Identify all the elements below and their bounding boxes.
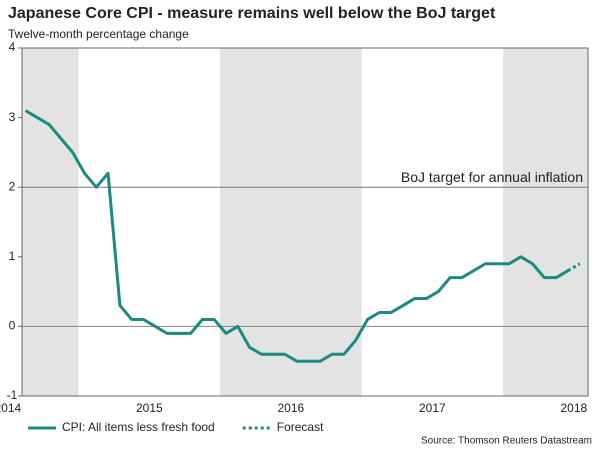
y-tick-label: -1 (7, 388, 18, 402)
x-tick-label: 2017 (419, 401, 446, 415)
x-tick-label: 2018 (560, 401, 587, 415)
plot-frame (21, 47, 589, 397)
y-tick-label: 2 (9, 179, 16, 193)
year-band (503, 48, 588, 396)
legend-label: Forecast (277, 420, 324, 434)
year-band (220, 48, 362, 396)
reference-label: BoJ target for annual inflation (401, 169, 583, 185)
y-tick-label: 3 (9, 110, 16, 124)
source: Source: Thomson Reuters Datastream (421, 436, 592, 447)
series-line (567, 262, 581, 273)
y-tick-label: 1 (9, 249, 16, 263)
legend-label: CPI: All items less fresh food (62, 420, 215, 434)
x-tick-label: 2015 (136, 401, 163, 415)
series-line (24, 109, 569, 363)
y-tick-label: 0 (9, 319, 16, 333)
x-tick-label: 2014 (0, 401, 22, 415)
year-band (22, 48, 79, 396)
chart-subtitle: Twelve-month percentage change (8, 27, 189, 41)
chart-title: Japanese Core CPI - measure remains well… (8, 5, 496, 22)
x-tick-label: 2016 (277, 401, 304, 415)
y-tick-label: 4 (9, 40, 16, 54)
